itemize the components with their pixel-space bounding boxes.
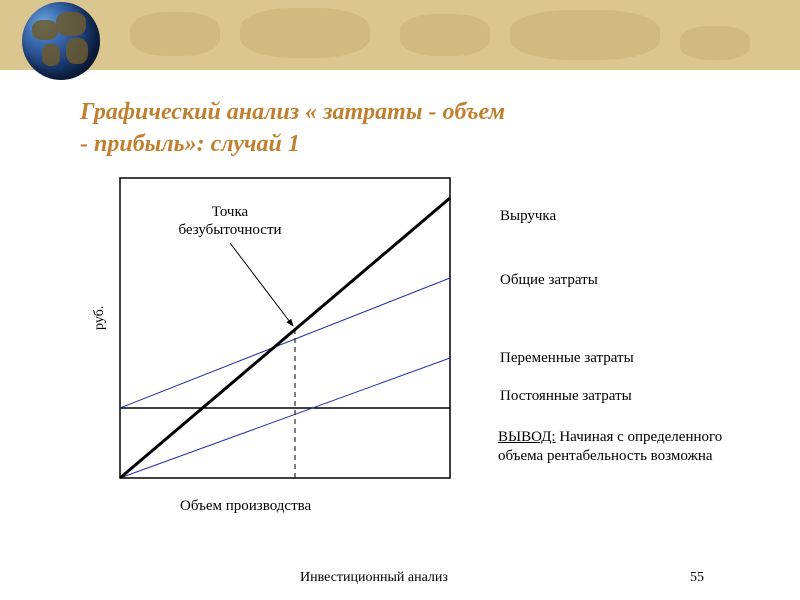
title-line-2: - прибыль»: случай 1 bbox=[80, 131, 300, 157]
page-title: Графический анализ « затраты - объем - п… bbox=[80, 96, 505, 161]
conclusion-text: ВЫВОД: Начиная с определенного объема ре… bbox=[498, 428, 768, 466]
legend-revenue: Выручка bbox=[500, 208, 556, 225]
legend-total-cost: Общие затраты bbox=[500, 272, 598, 289]
legend-variable-cost: Переменные затраты bbox=[500, 350, 634, 367]
conclusion-prefix: ВЫВОД: bbox=[498, 429, 556, 445]
line-revenue bbox=[120, 198, 450, 478]
globe-icon bbox=[22, 2, 100, 80]
x-axis-label: Объем производства bbox=[180, 498, 311, 515]
legend-fixed-cost: Постоянные затраты bbox=[500, 388, 632, 405]
y-axis-label: руб. bbox=[92, 306, 108, 330]
breakeven-arrow bbox=[230, 243, 293, 326]
header-banner bbox=[0, 0, 800, 70]
slide-number: 55 bbox=[690, 570, 704, 586]
breakeven-label: Точка безубыточности bbox=[160, 203, 300, 239]
line-variable-cost bbox=[120, 358, 450, 478]
cvp-chart: Точка безубыточности bbox=[120, 178, 450, 478]
footer-text: Инвестиционный анализ bbox=[300, 570, 448, 586]
title-line-1: Графический анализ « затраты - объем bbox=[80, 99, 505, 125]
line-total-cost bbox=[120, 278, 450, 408]
